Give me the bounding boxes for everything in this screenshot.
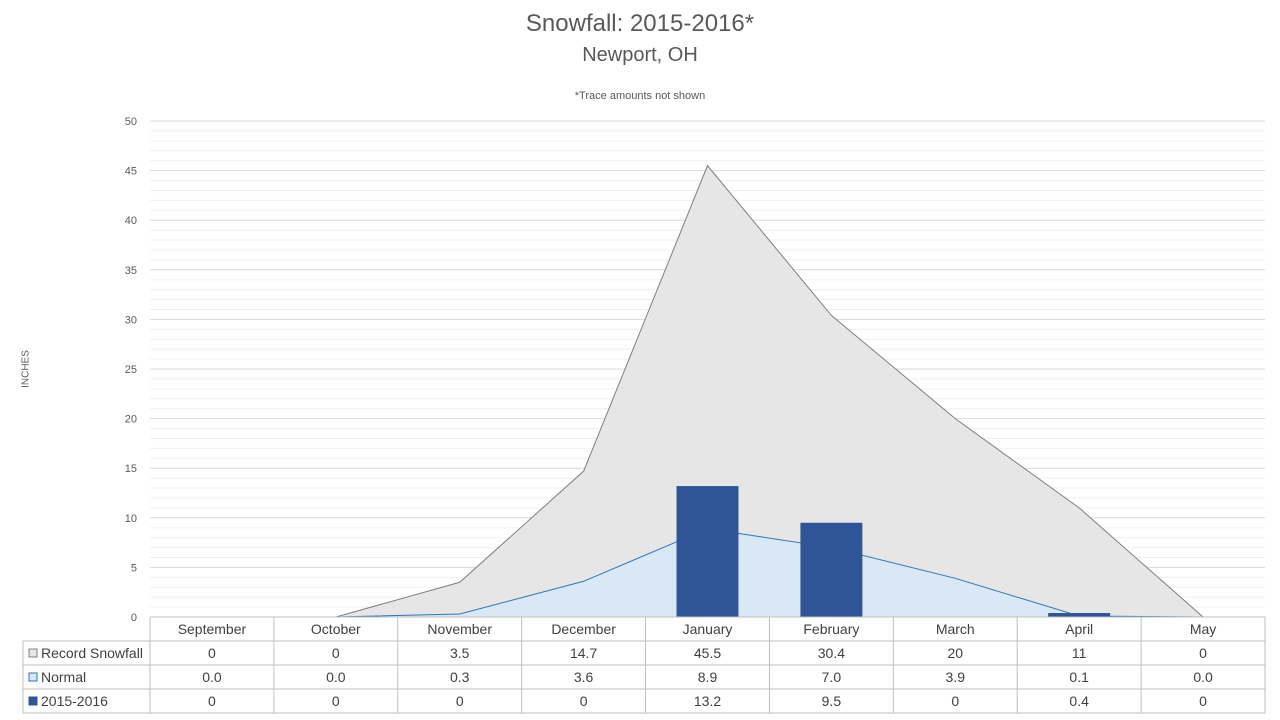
data-label-record-snowfall-may: 0 (1199, 645, 1207, 661)
y-tick-label: 35 (125, 265, 137, 277)
category-label-may: May (1190, 621, 1216, 637)
y-tick-label: 10 (125, 513, 137, 525)
data-label-record-snowfall-march: 20 (947, 645, 963, 661)
data-label-normal-november: 0.3 (450, 669, 470, 685)
data-label-normal-october: 0.0 (326, 669, 346, 685)
data-label-2015-2016-february: 9.5 (822, 693, 842, 709)
data-label-record-snowfall-october: 0 (332, 645, 340, 661)
data-label-record-snowfall-january: 45.5 (694, 645, 721, 661)
bar-february (800, 522, 863, 617)
data-label-normal-december: 3.6 (574, 669, 594, 685)
category-label-december: December (551, 621, 616, 637)
data-label-normal-march: 3.9 (946, 669, 966, 685)
data-label-record-snowfall-february: 30.4 (818, 645, 845, 661)
category-label-october: October (311, 621, 361, 637)
bar-april (1048, 613, 1111, 617)
chart-note: *Trace amounts not shown (574, 90, 706, 102)
legend-label-normal: Normal (41, 669, 86, 685)
category-label-february: February (803, 621, 859, 637)
y-tick-label: 15 (125, 463, 137, 475)
data-label-2015-2016-november: 0 (456, 693, 464, 709)
data-label-normal-february: 7.0 (822, 669, 842, 685)
legend-key-normal (28, 672, 38, 682)
data-label-record-snowfall-november: 3.5 (450, 645, 470, 661)
category-label-september: September (178, 621, 247, 637)
legend-key-record-snowfall (28, 648, 38, 658)
bar-january (676, 486, 739, 617)
data-label-2015-2016-october: 0 (332, 693, 340, 709)
data-label-normal-april: 0.1 (1069, 669, 1089, 685)
y-tick-label: 45 (125, 166, 137, 178)
area-record-snowfall (211, 165, 1204, 617)
data-label-2015-2016-december: 0 (580, 693, 588, 709)
data-label-2015-2016-april: 0.4 (1069, 693, 1089, 709)
line-record-snowfall (211, 164, 1204, 618)
y-tick-label: 50 (125, 116, 137, 128)
y-tick-label: 30 (125, 314, 137, 326)
chart-subtitle: Newport, OH (582, 44, 698, 66)
data-label-2015-2016-january: 13.2 (694, 693, 721, 709)
data-label-normal-january: 8.9 (698, 669, 718, 685)
y-tick-label: 20 (125, 414, 137, 426)
category-label-march: March (936, 621, 975, 637)
y-tick-label: 40 (125, 215, 137, 227)
data-label-2015-2016-may: 0 (1199, 693, 1207, 709)
legend-key-2015-2016 (28, 696, 38, 706)
data-label-record-snowfall-september: 0 (208, 645, 216, 661)
y-tick-label: 5 (131, 562, 137, 574)
legend-label-2015-2016: 2015-2016 (41, 693, 108, 709)
category-label-april: April (1065, 621, 1093, 637)
category-label-november: November (427, 621, 492, 637)
data-label-2015-2016-september: 0 (208, 693, 216, 709)
data-label-normal-september: 0.0 (202, 669, 222, 685)
y-tick-label: 25 (125, 364, 137, 376)
legend-label-record-snowfall: Record Snowfall (41, 645, 143, 661)
category-label-january: January (683, 621, 733, 637)
data-label-record-snowfall-december: 14.7 (570, 645, 597, 661)
data-label-record-snowfall-april: 11 (1072, 645, 1087, 661)
data-label-normal-may: 0.0 (1193, 669, 1213, 685)
y-tick-label: 0 (131, 612, 137, 624)
chart-title: Snowfall: 2015-2016* (525, 10, 755, 37)
data-label-2015-2016-march: 0 (951, 693, 959, 709)
